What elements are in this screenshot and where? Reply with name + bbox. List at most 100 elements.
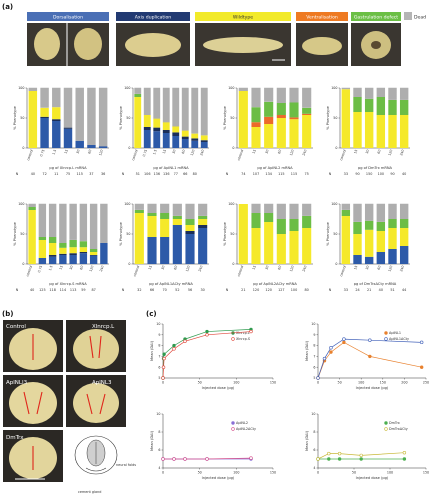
bar-segment-wt (28, 210, 36, 264)
legend-label: DmTrx (389, 421, 400, 425)
y-axis-label: Mean (DAI) (150, 340, 154, 361)
label-control: Control (6, 324, 26, 330)
bar-segment-gast (353, 222, 362, 234)
x-tick-label: 120 (388, 265, 394, 272)
x-tick-label: 250 (423, 381, 429, 385)
bar-segment-wt (147, 216, 157, 237)
data-point (402, 457, 407, 461)
header-wildtype-label: Wildtype (233, 14, 253, 20)
panel-b-images: Control Xlnrcp.L AplNLI3 AplNL3 DmTrx ne… (3, 320, 136, 494)
y-tick-label: 50 (333, 116, 337, 120)
y-tick-label: 7 (313, 355, 315, 359)
n-value: 11 (54, 172, 58, 176)
bar-segment-gast (388, 100, 397, 115)
bar-segment-gast (376, 97, 386, 115)
bar-segment-dorsal (143, 130, 151, 148)
bar-segment-dead (353, 204, 362, 222)
bar-segment-gast (59, 243, 67, 248)
x-tick-label: 0 (162, 471, 164, 475)
bar-segment-wt (59, 247, 67, 254)
legend-label: AplNL2 (236, 421, 248, 425)
bar-segment-dorsal (198, 228, 208, 264)
n-value: 70 (163, 288, 167, 292)
bar-segment-axis (63, 127, 73, 129)
data-point (249, 329, 253, 334)
x-tick-label: 100 (233, 471, 239, 475)
bar-segment-wt (69, 247, 77, 254)
bar-segment-wt (181, 130, 189, 137)
data-point (183, 339, 187, 343)
bar-segment-gast (251, 213, 261, 228)
x-axis-label: Injected dose (pg) (202, 386, 235, 390)
bar-segment-gast (251, 107, 261, 123)
bar-segment-gast (364, 220, 374, 230)
y-tick-label: 8 (158, 344, 160, 348)
bar-segment-axis (69, 253, 77, 255)
x-tick-label: 60 (277, 149, 282, 154)
n-value: 100 (378, 172, 384, 176)
n-value: 51 (390, 288, 394, 292)
bar-segment-dead (75, 88, 84, 141)
bar-segment-dorsal (172, 225, 182, 264)
bar-segment-gast (264, 101, 274, 117)
x-tick-label: 150 (423, 471, 429, 475)
n-value: 90 (355, 172, 359, 176)
bar-segment-axis (191, 138, 199, 141)
x-tick-label: 15 (59, 265, 64, 270)
bar-segment-wt (153, 118, 161, 128)
bar-segment-dead (100, 204, 108, 243)
data-point (329, 346, 333, 350)
bar-segment-gast (264, 213, 274, 222)
x-tick-label: 240 (302, 149, 308, 156)
bar-segment-axis (153, 127, 161, 132)
y-axis-label: % Phenotype (13, 221, 17, 246)
y-tick-label: 100 (18, 202, 24, 206)
x-tick-label: 15 (148, 265, 153, 270)
legend-label: Xlnrcp.L (236, 331, 250, 335)
bar-segment-dead (181, 88, 189, 131)
n-value: 80 (305, 288, 309, 292)
legend-marker (231, 421, 235, 425)
n-row-label: N (16, 288, 19, 292)
bar-segment-wt (191, 133, 199, 139)
legend-label: Xlnrcp.S (236, 337, 250, 341)
header-axis-duplication-label: Axis duplication (135, 14, 172, 20)
data-point (329, 350, 333, 354)
bar-segment-gast (147, 213, 157, 216)
y-tick-label: 0 (232, 262, 234, 266)
n-value: 36 (101, 172, 105, 176)
bar-chart-7: 0 50 100 % Phenotype control 21 15 120 30 120 60 12… (223, 202, 313, 292)
bar-segment-axis (40, 116, 49, 118)
bar-segment-dorsal (69, 255, 77, 264)
bar-segment-dead (388, 204, 397, 219)
y-tick-label: 100 (18, 86, 24, 90)
x-tick-label: 0 (162, 381, 164, 385)
x-tick-label: 120 (185, 265, 191, 272)
bar-segment-wt (238, 91, 248, 148)
bar-segment-dead (276, 88, 286, 103)
data-point (337, 451, 342, 456)
bar-segment-dead (289, 88, 299, 103)
n-value: 150 (366, 172, 372, 176)
bar-segment-gast (399, 219, 409, 228)
x-axis-label: pg of AplNL2 mRNA (257, 166, 293, 170)
header-gastrulation-defect (351, 12, 401, 21)
y-axis-label: % Phenotype (326, 105, 330, 130)
bar-segment-gast (160, 213, 170, 219)
bar-segment-wt (376, 115, 386, 148)
x-axis-label: Injected dose (pg) (356, 386, 389, 390)
x-tick-label: 50 (352, 471, 356, 475)
n-value: 56 (188, 288, 192, 292)
data-point (183, 457, 187, 461)
n-value: 21 (241, 288, 245, 292)
bar-segment-dead (364, 88, 374, 99)
x-tick-label: 60 (173, 265, 178, 270)
bar-segment-gast (198, 216, 208, 219)
bar-segment-wt (40, 107, 49, 117)
x-tick-label: control (237, 149, 245, 161)
data-point (172, 343, 176, 348)
embryo-dorsalised-1 (34, 28, 60, 60)
